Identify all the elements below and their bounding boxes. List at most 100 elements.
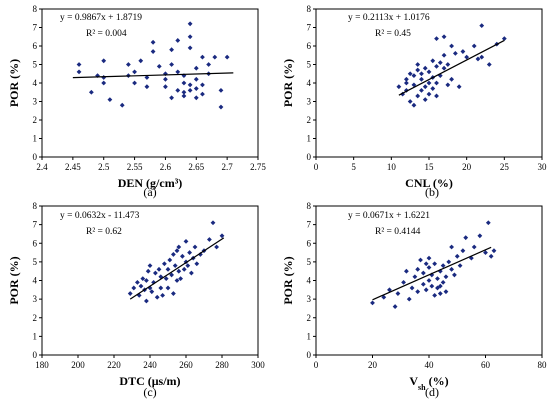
data-point [430, 86, 436, 91]
data-point [101, 58, 107, 64]
y-tick-label: 1 [307, 134, 312, 144]
y-tick-label: 2 [33, 313, 38, 323]
data-point [219, 233, 225, 239]
data-point [101, 80, 107, 86]
y-tick-label: 5 [33, 257, 38, 267]
data-point [132, 69, 137, 75]
x-tick-label: 2.75 [250, 162, 266, 172]
x-axis-label: DEN (g/cm³) [118, 176, 183, 190]
x-axis-label-main: V [409, 374, 418, 388]
data-point [426, 278, 432, 283]
data-point [420, 270, 426, 276]
panel-label: (d) [425, 385, 439, 399]
data-point [491, 248, 497, 254]
data-point [422, 84, 428, 90]
data-point [200, 54, 205, 60]
r-squared: R² = 0.45 [375, 29, 411, 39]
data-point [156, 63, 162, 69]
data-point [145, 268, 151, 274]
data-point [187, 45, 193, 51]
data-point [463, 235, 469, 241]
data-point [435, 276, 440, 282]
data-point [193, 86, 199, 91]
r-squared: R² = 0.62 [86, 227, 122, 237]
data-point [406, 296, 412, 302]
y-tick-label: 3 [33, 97, 38, 107]
data-point [434, 93, 439, 99]
data-point [212, 54, 218, 60]
y-tick-label: 2 [33, 115, 38, 125]
x-tick-label: 180 [35, 360, 49, 370]
data-point [138, 58, 144, 64]
y-tick-label: 5 [307, 257, 312, 267]
x-tick-label: 40 [425, 360, 435, 370]
data-point [176, 268, 182, 274]
y-tick-label: 2 [307, 115, 312, 125]
regression-equation: y = 0.9867x + 1.8719 [60, 13, 142, 23]
data-point [479, 23, 485, 29]
data-point [411, 73, 417, 78]
x-tick-label: 280 [215, 360, 229, 370]
data-point [419, 88, 424, 93]
trend-line [398, 39, 505, 96]
x-axis-label: Vsh (%) [409, 374, 448, 392]
data-point [187, 88, 193, 93]
data-point [483, 250, 488, 255]
data-point [119, 102, 125, 108]
x-tick-label: 15 [425, 162, 435, 172]
data-point [224, 54, 230, 60]
data-point [154, 294, 160, 300]
panel-label: (b) [425, 185, 439, 199]
data-point [187, 82, 193, 88]
data-point [452, 51, 458, 56]
data-point [409, 285, 415, 291]
data-point [419, 71, 424, 77]
data-point [132, 80, 137, 86]
data-point [485, 220, 491, 226]
data-point [163, 84, 168, 90]
data-point [404, 80, 409, 86]
y-tick-label: 1 [33, 331, 38, 341]
data-point [127, 291, 133, 296]
panel-a: 0 1 2 3 4 5 6 7 8 2.4 2.45 2.5 2.55 2.6 2.65 2.7 2.75 POR… [7, 4, 266, 199]
y-tick-label: 0 [33, 152, 38, 162]
y-tick-label: 6 [307, 238, 312, 248]
data-point [144, 84, 150, 90]
data-point [426, 265, 432, 270]
data-point [420, 281, 426, 287]
data-point [135, 279, 140, 285]
y-tick-label: 7 [33, 220, 38, 230]
r-squared: R² = 0.004 [86, 29, 127, 39]
data-point [419, 76, 424, 82]
y-tick-label: 2 [307, 313, 312, 323]
data-point [88, 89, 94, 95]
data-point [181, 73, 187, 78]
data-point [446, 259, 452, 265]
data-point [445, 82, 451, 88]
data-point [160, 293, 165, 298]
x-tick-label: 60 [481, 360, 491, 370]
x-tick-label: 0 [314, 360, 319, 370]
data-point [437, 60, 443, 66]
x-tick-label: 5 [351, 162, 356, 172]
data-point [423, 287, 429, 293]
data-point [430, 58, 436, 64]
data-point [432, 261, 438, 267]
y-tick-label: 5 [33, 60, 38, 70]
x-tick-label: 2.5 [98, 162, 110, 172]
data-point [396, 84, 402, 90]
y-tick-label: 1 [33, 134, 38, 144]
y-axis-label: POR (%) [7, 59, 21, 107]
data-point [434, 80, 439, 86]
data-point [501, 36, 507, 41]
data-point [181, 89, 187, 95]
data-point [434, 63, 439, 69]
data-point [445, 62, 451, 67]
data-point [387, 287, 392, 293]
y-tick-label: 8 [307, 4, 312, 14]
x-tick-label: 220 [107, 360, 121, 370]
data-point [218, 104, 224, 110]
y-tick-label: 3 [33, 294, 38, 304]
data-point [187, 34, 193, 40]
data-point [407, 99, 413, 104]
